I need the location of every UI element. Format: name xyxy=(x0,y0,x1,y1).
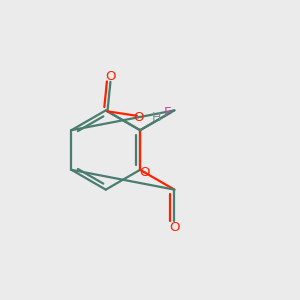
Text: O: O xyxy=(105,70,116,83)
Text: H: H xyxy=(152,111,161,124)
Text: O: O xyxy=(140,166,150,179)
Text: O: O xyxy=(169,221,180,234)
Text: F: F xyxy=(163,106,171,119)
Text: O: O xyxy=(133,111,144,124)
